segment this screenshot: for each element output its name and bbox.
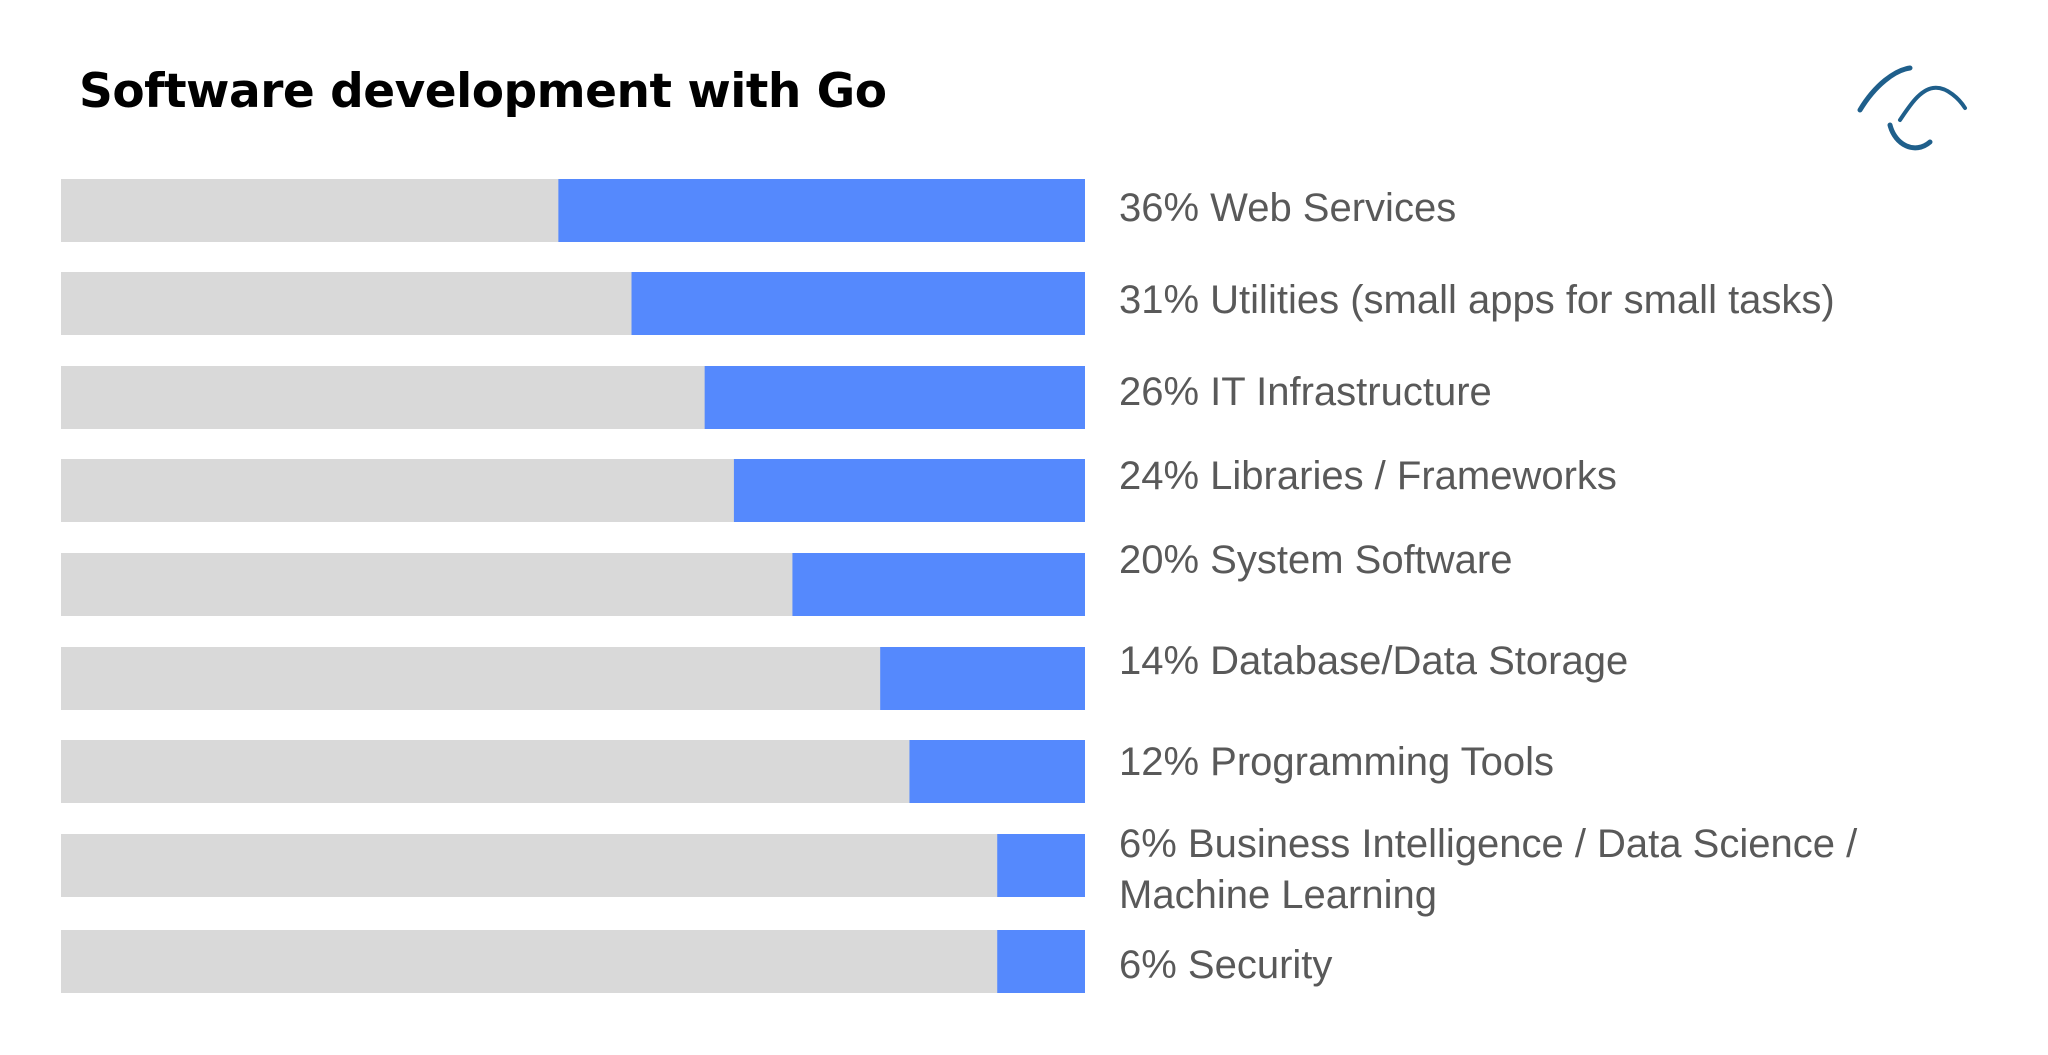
bar-label: 36% Web Services — [1119, 186, 1457, 230]
bar-value — [733, 459, 1085, 522]
chart-title: Software development with Go — [79, 64, 887, 119]
bar-value — [704, 366, 1085, 429]
bar-label: 20% System Software — [1119, 538, 1513, 582]
bar-label: 31% Utilities (small apps for small task… — [1119, 278, 1835, 322]
bar-label: 26% IT Infrastructure — [1119, 370, 1492, 414]
bar-value — [792, 553, 1085, 616]
bar-label: 24% Libraries / Frameworks — [1119, 454, 1617, 498]
bar-value — [909, 740, 1085, 803]
bar-track — [61, 930, 1085, 993]
bar-label: 6% Security — [1119, 943, 1333, 987]
bar-value — [997, 930, 1085, 993]
wave-logo-icon — [1857, 65, 1967, 151]
bar-label: 12% Programming Tools — [1119, 740, 1555, 784]
bar-value — [880, 647, 1085, 710]
bar-value — [997, 834, 1085, 897]
bar-track — [61, 834, 1085, 897]
bar-label: 14% Database/Data Storage — [1119, 639, 1629, 683]
bar-label: 6% Business Intelligence / Data Science … — [1119, 822, 1858, 917]
bar-value — [558, 179, 1085, 242]
bar-value — [631, 272, 1085, 335]
